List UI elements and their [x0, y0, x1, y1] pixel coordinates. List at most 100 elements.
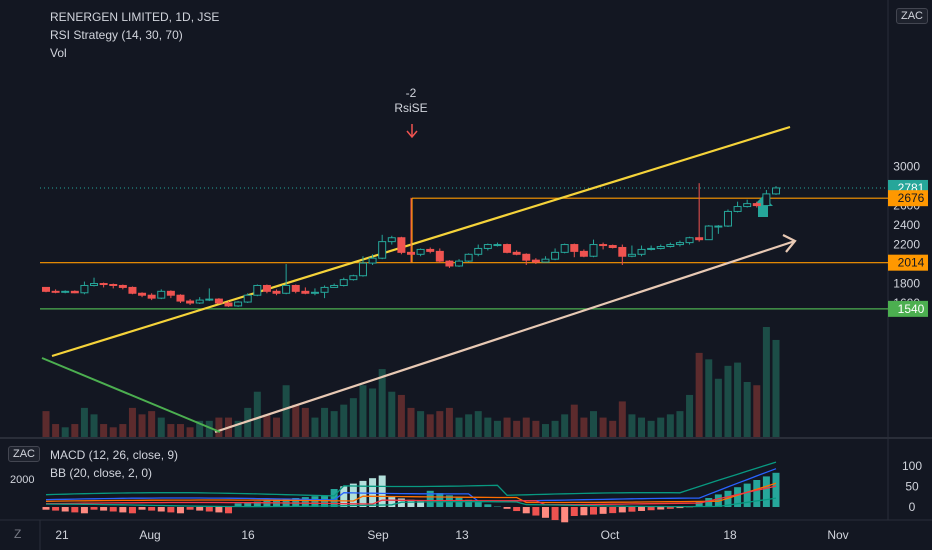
macd-histogram-bar — [109, 507, 117, 512]
volume-bar — [138, 414, 146, 437]
time-tick-label: 16 — [241, 528, 255, 542]
candle-body — [743, 203, 752, 208]
macd-histogram-bar — [599, 507, 607, 514]
candle-body — [387, 237, 396, 243]
macd-histogram-bar — [657, 507, 665, 510]
macd-histogram-bar — [128, 507, 136, 514]
volume-bar — [196, 420, 204, 437]
price-tick-label: 2400 — [893, 218, 920, 232]
macd-histogram-bar — [772, 472, 780, 507]
candle-body — [291, 284, 300, 292]
volume-bar — [52, 424, 60, 437]
candle-body — [147, 294, 156, 299]
macd-histogram-bar — [378, 475, 386, 507]
candle-body — [166, 290, 175, 296]
candle-body — [608, 245, 617, 248]
macd-histogram-bar — [205, 507, 213, 512]
volume-bar — [42, 411, 50, 437]
candle-body — [262, 284, 271, 292]
volume-bar — [426, 414, 434, 437]
candle-body — [666, 244, 675, 248]
candle-body — [301, 290, 310, 294]
macd-histogram-bar — [503, 507, 511, 509]
macd-histogram-bar — [580, 507, 588, 516]
candle-body — [368, 257, 377, 264]
volume-bar — [234, 420, 242, 437]
volume-bar — [445, 407, 453, 437]
candle-body — [714, 225, 723, 228]
volume-bar — [436, 411, 444, 437]
volume-bar — [263, 414, 271, 437]
macd-tick-label: 100 — [902, 459, 922, 473]
macd-histogram-bar — [407, 499, 415, 507]
volume-bar — [474, 411, 482, 437]
volume-bar — [570, 404, 578, 437]
candle-body — [80, 284, 89, 294]
candle-body — [214, 298, 223, 304]
volume-bar — [522, 417, 530, 437]
currency-button[interactable]: ZAC — [896, 8, 928, 24]
macd-indicator-label[interactable]: MACD (12, 26, close, 9) — [50, 448, 179, 462]
volume-bar — [407, 407, 415, 437]
candle-body — [772, 187, 780, 195]
macd-histogram-bar — [167, 507, 175, 513]
lower-currency-button[interactable]: ZAC — [8, 446, 40, 462]
candle-body — [656, 246, 665, 249]
macd-tick-label: 0 — [909, 500, 916, 514]
macd-histogram-bar — [417, 501, 425, 507]
price-axis: 1600180020002200240026003000278126762014… — [888, 160, 928, 514]
bottom-z-label[interactable]: Z — [14, 527, 22, 541]
volume-bar — [541, 424, 549, 437]
candle-body — [474, 247, 483, 255]
lower-left-value: 2000 — [10, 474, 35, 486]
channel-bottom-line — [214, 239, 796, 434]
macd-histogram-bar — [609, 507, 617, 514]
candle-body — [282, 284, 291, 294]
candle-body — [647, 247, 656, 250]
volume-bar — [686, 394, 694, 437]
candle-body — [551, 251, 560, 260]
candle-body — [570, 244, 579, 252]
volume-bar — [80, 407, 88, 437]
candle-body — [378, 241, 387, 259]
candle-body — [320, 286, 329, 293]
volume-bar — [532, 420, 540, 437]
macd-histogram-bar — [638, 507, 646, 511]
volume-bar — [359, 385, 367, 437]
macd-histogram-bar — [42, 507, 50, 510]
bb-indicator-label[interactable]: BB (20, close, 2, 0) — [50, 466, 153, 480]
volume-bar — [301, 407, 309, 437]
candle-body — [637, 248, 646, 255]
volume-bar — [762, 327, 770, 437]
candle-body — [243, 294, 252, 303]
volume-bar — [369, 388, 377, 437]
volume-indicator-label[interactable]: Vol — [50, 46, 67, 60]
candle-body — [330, 284, 339, 288]
candle-body — [109, 284, 118, 287]
candle-body — [675, 242, 684, 246]
macd-histogram-bar — [734, 487, 742, 507]
volume-bar — [148, 411, 156, 437]
macd-histogram-bar — [186, 507, 194, 510]
volume-bar — [609, 420, 617, 437]
candle-body — [435, 250, 444, 262]
candle-body — [186, 300, 195, 304]
macd-histogram-bar — [349, 483, 357, 507]
level-low-label-bg — [888, 300, 928, 317]
volume-bar — [378, 369, 386, 437]
macd-histogram-bar — [628, 507, 636, 512]
candle-body — [685, 237, 694, 244]
time-tick-label: Aug — [139, 528, 160, 542]
volume-bar — [503, 417, 511, 437]
candle-body — [339, 279, 348, 286]
volume-bar — [311, 417, 319, 437]
time-axis: 21 Aug 16 Sep 13 Oct 18 Nov — [55, 528, 848, 542]
volume-bar — [734, 362, 742, 437]
macd-histogram-bar — [311, 496, 319, 507]
candle-body — [455, 260, 464, 267]
rsi-indicator-label[interactable]: RSI Strategy (14, 30, 70) — [50, 28, 183, 42]
macd-signal-line — [45, 482, 777, 504]
candle-body — [90, 283, 99, 286]
candle-body — [407, 251, 415, 255]
